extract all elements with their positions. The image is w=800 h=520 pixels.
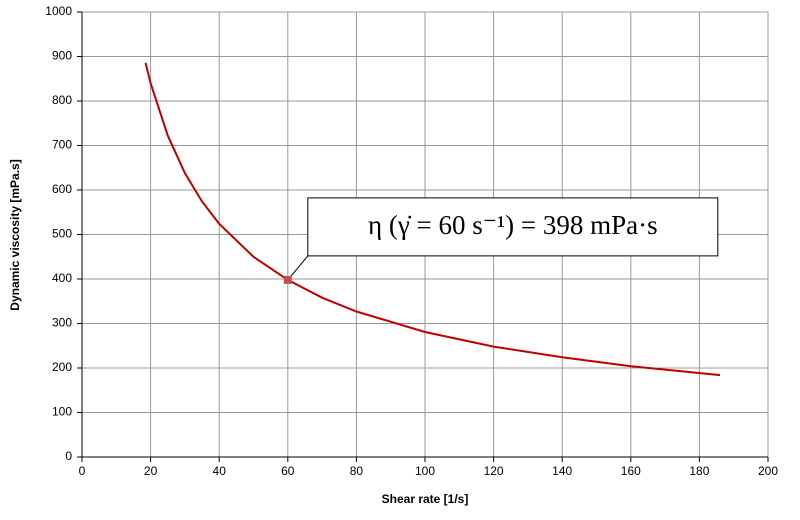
y-tick-label: 0 xyxy=(65,449,72,463)
annotation-text: η (γ̇ = 60 s⁻¹) = 398 mPa·s xyxy=(368,210,658,240)
y-tick-label: 1000 xyxy=(45,4,72,18)
x-tick-label: 180 xyxy=(689,464,709,478)
x-tick-label: 80 xyxy=(350,464,364,478)
y-tick-label: 700 xyxy=(52,138,72,152)
y-tick-label: 200 xyxy=(52,360,72,374)
x-tick-label: 140 xyxy=(552,464,572,478)
x-axis-title: Shear rate [1/s] xyxy=(382,492,469,506)
x-tick-label: 200 xyxy=(758,464,778,478)
y-tick-label: 800 xyxy=(52,93,72,107)
x-tick-label: 160 xyxy=(621,464,641,478)
x-tick-label: 120 xyxy=(484,464,504,478)
highlight-point xyxy=(283,275,292,284)
y-tick-label: 900 xyxy=(52,49,72,63)
x-tick-label: 100 xyxy=(415,464,435,478)
x-tick-label: 40 xyxy=(213,464,227,478)
y-axis-title: Dynamic viscosity [mPa.s] xyxy=(8,159,22,310)
y-tick-label: 100 xyxy=(52,405,72,419)
x-tick-label: 60 xyxy=(281,464,295,478)
annotation-box xyxy=(307,197,719,257)
y-tick-label: 300 xyxy=(52,316,72,330)
y-tick-label: 500 xyxy=(52,227,72,241)
x-tick-label: 0 xyxy=(79,464,86,478)
y-tick-label: 600 xyxy=(52,182,72,196)
x-tick-label: 20 xyxy=(144,464,158,478)
y-tick-label: 400 xyxy=(52,271,72,285)
